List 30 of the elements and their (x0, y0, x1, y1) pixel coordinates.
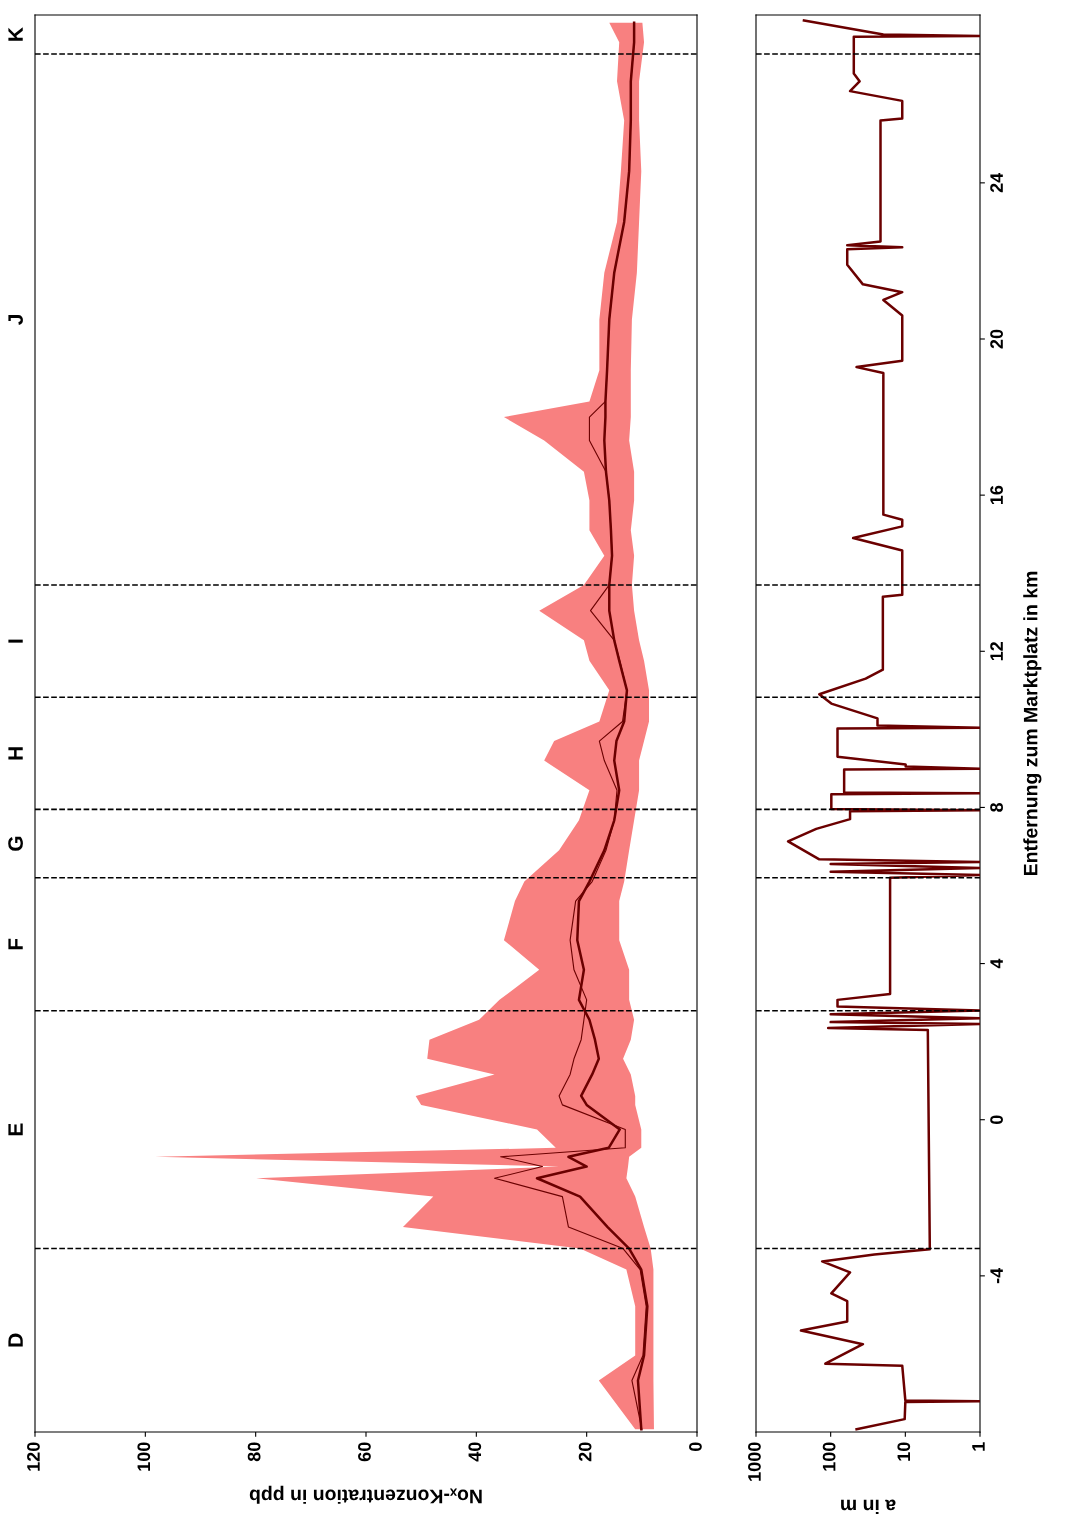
x-axis-title: Noₓ-Konzentration in ppb (249, 1485, 482, 1504)
x-axis-title: a in m (841, 1499, 896, 1514)
x-tick-label: 100 (822, 1442, 836, 1471)
y-tick-label: 0 (990, 1115, 1003, 1125)
x-tick-label: 0 (689, 1442, 702, 1452)
text: D (8, 1333, 23, 1347)
x-tick-label: 100 (137, 1442, 151, 1471)
y-tick-label: -4 (990, 1267, 1003, 1284)
y-axis-title: Entfernung zum Marktplatz in km (1023, 571, 1042, 876)
x-tick-label: 40 (468, 1442, 482, 1462)
text: F (8, 938, 23, 950)
x-tick-label: 80 (247, 1442, 261, 1462)
y-tick-label: 12 (990, 641, 1003, 661)
text: J (8, 315, 23, 325)
text: G (8, 836, 23, 851)
text: I (8, 639, 23, 643)
x-tick-label: 1 (972, 1442, 985, 1451)
text: E (8, 1123, 23, 1136)
y-tick-label: 4 (990, 958, 1003, 969)
x-tick-label: 120 (27, 1442, 40, 1471)
text: H (8, 747, 23, 760)
y-tick-label: 8 (990, 802, 1003, 812)
y-tick-label: 24 (990, 172, 1003, 193)
x-tick-label: 60 (358, 1442, 371, 1462)
text: K (8, 27, 23, 41)
y-tick-label: 20 (990, 329, 1003, 349)
x-tick-label: 10 (897, 1442, 911, 1461)
y-tick-label: 16 (990, 485, 1003, 505)
x-tick-label: 1000 (748, 1442, 761, 1481)
x-tick-label: 20 (578, 1442, 592, 1462)
